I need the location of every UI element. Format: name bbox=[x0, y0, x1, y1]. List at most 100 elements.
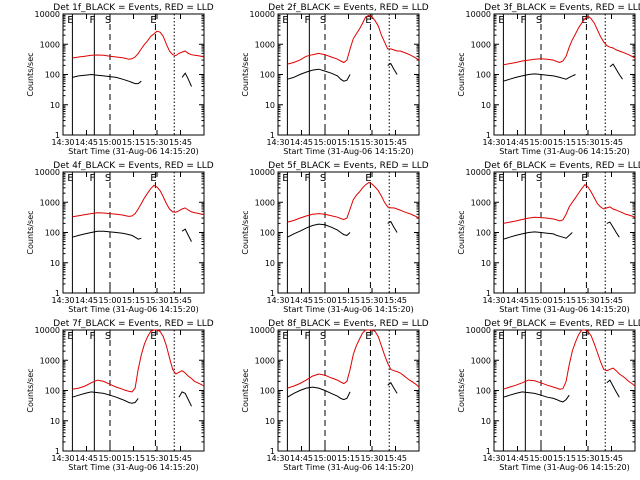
lld-line bbox=[503, 184, 636, 224]
events-line bbox=[503, 231, 573, 240]
y-tick-label: 10000 bbox=[466, 168, 491, 177]
x-tick-label: 14:30 bbox=[51, 138, 74, 147]
lld-line bbox=[503, 329, 636, 390]
panel-4: Det 4f_BLACK = Events, RED = LLD Start T… bbox=[26, 161, 214, 314]
marker-label: E bbox=[581, 173, 587, 184]
marker-label: F bbox=[89, 15, 95, 26]
events-line bbox=[387, 382, 398, 394]
marker-label: E bbox=[150, 173, 156, 184]
events-line bbox=[178, 391, 192, 407]
y-axis-label-9: Counts/sec bbox=[457, 368, 466, 412]
x-tick-label: 14:45 bbox=[75, 138, 98, 147]
x-axis-label-5: Start Time (31-Aug-06 14:15:20) bbox=[283, 305, 414, 314]
x-tick-label: 15:15 bbox=[337, 138, 360, 147]
x-tick-label: 14:30 bbox=[266, 138, 289, 147]
x-tick-label: 14:30 bbox=[51, 296, 74, 305]
x-tick-label: 15:00 bbox=[98, 296, 121, 305]
events-line bbox=[503, 391, 570, 403]
lld-line bbox=[503, 15, 636, 66]
marker-label: E bbox=[365, 331, 371, 342]
x-axis-label-3: Start Time (31-Aug-06 14:15:20) bbox=[499, 147, 630, 156]
marker-label: S bbox=[536, 173, 542, 184]
x-tick-label: 14:30 bbox=[482, 138, 505, 147]
y-tick-label: 1 bbox=[55, 289, 60, 298]
y-tick-label: 10 bbox=[481, 417, 491, 426]
marker-label: S bbox=[320, 331, 326, 342]
x-tick-label: 15:00 bbox=[98, 454, 121, 463]
panel-2: Det 2f_BLACK = Events, RED = LLD Start T… bbox=[241, 3, 429, 156]
y-tick-label: 100 bbox=[45, 387, 60, 396]
marker-label: E bbox=[67, 173, 73, 184]
panel-title-3: Det 3f_BLACK = Events, RED = LLD bbox=[484, 3, 640, 13]
y-tick-label: 1000 bbox=[255, 40, 275, 49]
y-tick-label: 100 bbox=[260, 229, 275, 238]
marker-label: E bbox=[282, 331, 288, 342]
x-tick-label: 15:30 bbox=[360, 454, 383, 463]
y-axis-label-4: Counts/sec bbox=[26, 210, 35, 254]
x-tick-label: 15:00 bbox=[98, 138, 121, 147]
events-line bbox=[181, 228, 192, 242]
y-tick-label: 10000 bbox=[35, 10, 60, 19]
x-tick-label: 15:45 bbox=[600, 296, 623, 305]
x-tick-label: 15:45 bbox=[384, 296, 407, 305]
x-tick-label: 14:45 bbox=[290, 454, 313, 463]
marker-label: E bbox=[498, 331, 504, 342]
events-line bbox=[287, 223, 351, 238]
y-axis-label-6: Counts/sec bbox=[457, 210, 466, 254]
panel-3: Det 3f_BLACK = Events, RED = LLD Start T… bbox=[457, 3, 640, 156]
lld-line bbox=[72, 184, 205, 218]
y-tick-label: 100 bbox=[476, 387, 491, 396]
y-tick-label: 10000 bbox=[250, 168, 275, 177]
x-tick-label: 14:30 bbox=[482, 454, 505, 463]
y-tick-label: 10000 bbox=[466, 10, 491, 19]
x-tick-label: 15:45 bbox=[600, 138, 623, 147]
x-axis-label-4: Start Time (31-Aug-06 14:15:20) bbox=[68, 305, 199, 314]
panel-6: Det 6f_BLACK = Events, RED = LLD Start T… bbox=[457, 161, 640, 314]
x-tick-label: 14:45 bbox=[506, 454, 529, 463]
x-tick-label: 15:30 bbox=[145, 296, 168, 305]
events-line bbox=[606, 379, 620, 398]
marker-label: E bbox=[150, 331, 156, 342]
y-tick-label: 1000 bbox=[255, 356, 275, 365]
x-tick-label: 15:30 bbox=[145, 138, 168, 147]
panel-title-8: Det 8f_BLACK = Events, RED = LLD bbox=[268, 319, 428, 329]
y-tick-label: 1 bbox=[270, 131, 275, 140]
events-line bbox=[287, 386, 351, 401]
y-tick-label: 1000 bbox=[255, 198, 275, 207]
y-axis-label-3: Counts/sec bbox=[457, 52, 466, 96]
y-tick-label: 1 bbox=[270, 289, 275, 298]
x-tick-label: 14:45 bbox=[506, 138, 529, 147]
y-tick-label: 100 bbox=[476, 229, 491, 238]
events-line bbox=[287, 68, 351, 82]
x-tick-label: 15:00 bbox=[313, 138, 336, 147]
marker-label: S bbox=[105, 15, 111, 26]
events-line bbox=[503, 73, 576, 82]
panel-title-9: Det 9f_BLACK = Events, RED = LLD bbox=[484, 319, 640, 329]
x-tick-label: 15:15 bbox=[122, 138, 145, 147]
y-axis-label-8: Counts/sec bbox=[241, 368, 250, 412]
lld-line bbox=[72, 329, 205, 393]
x-tick-label: 15:15 bbox=[122, 296, 145, 305]
x-tick-label: 14:45 bbox=[290, 138, 313, 147]
y-tick-label: 1000 bbox=[471, 40, 491, 49]
y-tick-label: 1 bbox=[486, 131, 491, 140]
panel-title-2: Det 2f_BLACK = Events, RED = LLD bbox=[268, 3, 428, 13]
x-tick-label: 15:45 bbox=[169, 138, 192, 147]
marker-label: E bbox=[67, 15, 73, 26]
panel-9: Det 9f_BLACK = Events, RED = LLD Start T… bbox=[457, 319, 640, 472]
x-tick-label: 15:30 bbox=[145, 454, 168, 463]
marker-label: F bbox=[520, 15, 526, 26]
x-tick-label: 14:45 bbox=[75, 454, 98, 463]
x-tick-label: 15:45 bbox=[384, 138, 407, 147]
panel-title-5: Det 5f_BLACK = Events, RED = LLD bbox=[268, 161, 428, 171]
x-tick-label: 15:45 bbox=[600, 454, 623, 463]
x-axis-label-1: Start Time (31-Aug-06 14:15:20) bbox=[68, 147, 199, 156]
x-tick-label: 14:30 bbox=[482, 296, 505, 305]
y-tick-label: 1 bbox=[486, 289, 491, 298]
x-tick-label: 15:45 bbox=[169, 296, 192, 305]
x-tick-label: 14:45 bbox=[290, 296, 313, 305]
y-tick-label: 10000 bbox=[35, 326, 60, 335]
marker-label: S bbox=[105, 331, 111, 342]
y-tick-label: 1000 bbox=[40, 40, 60, 49]
